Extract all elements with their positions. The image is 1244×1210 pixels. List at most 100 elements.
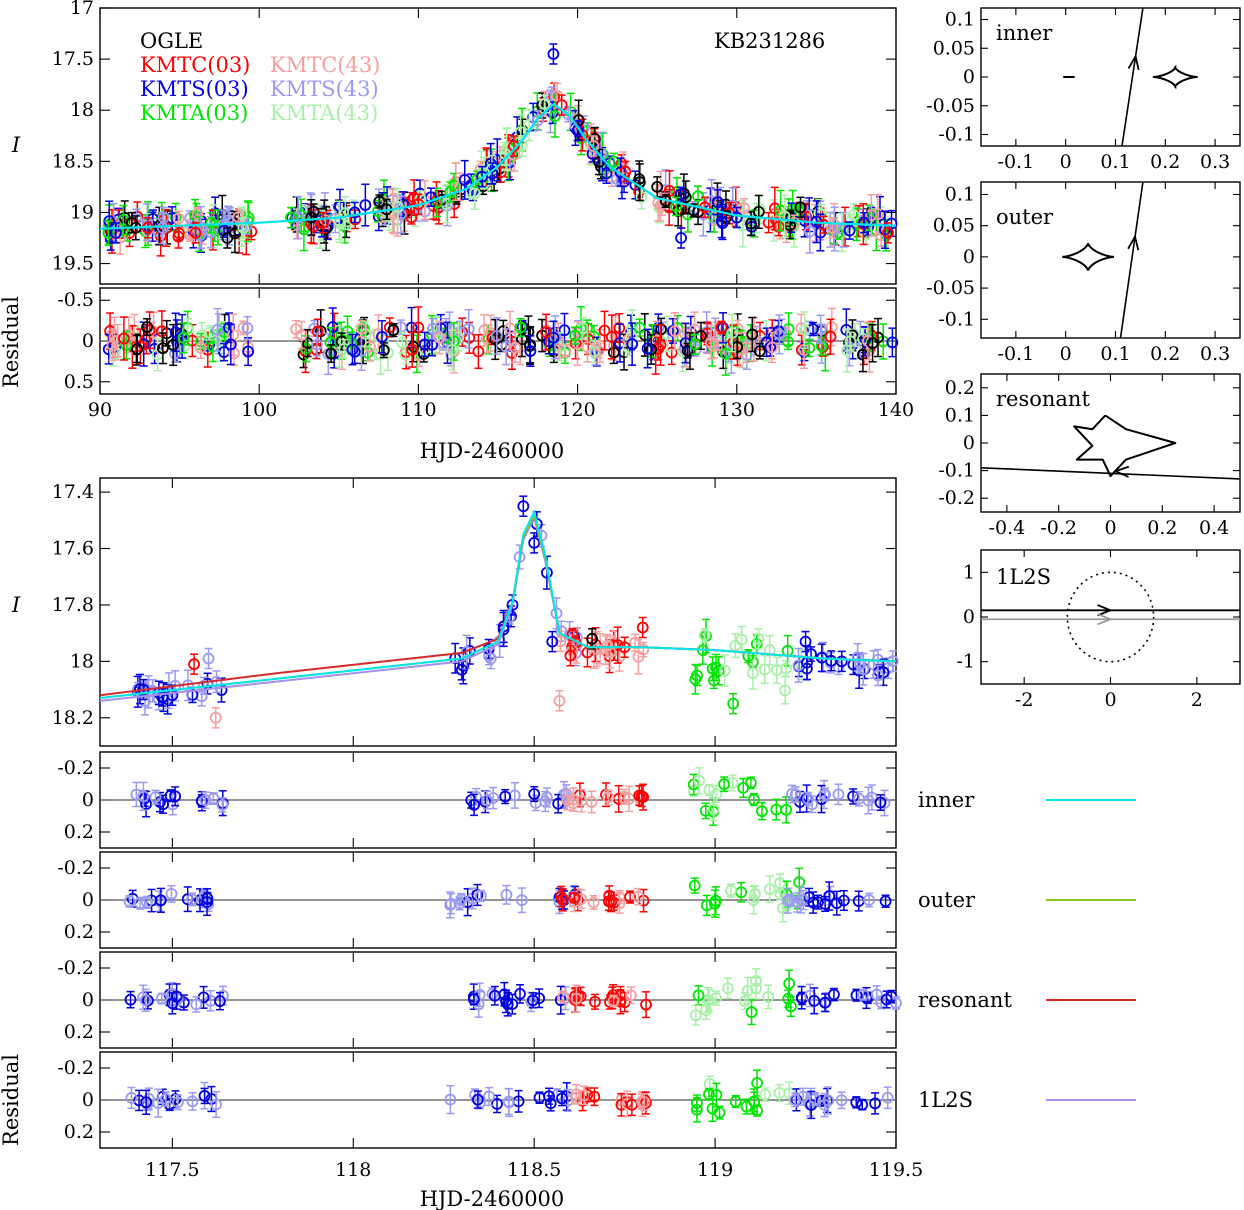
data-point (218, 224, 230, 237)
residual-point (177, 331, 190, 344)
residual-point (766, 341, 779, 354)
trajectory-arrow (1113, 465, 1130, 478)
zoom-lightcurve-panel: 17.4 17.6 17.8 18 18.2 (52, 477, 899, 747)
residual-point (444, 899, 457, 911)
x-tick-label: 119.5 (869, 1159, 923, 1181)
y-tick-label: 0.2 (64, 1121, 94, 1143)
residual-point (241, 322, 254, 334)
residual-point (186, 1095, 199, 1108)
residual-point (561, 794, 574, 807)
data-point (191, 208, 204, 221)
data-point (735, 633, 748, 646)
residual-point (703, 784, 716, 796)
y-tick-label: 0.05 (933, 37, 975, 59)
residual-point (137, 790, 150, 803)
x-tick-label: -2 (1015, 689, 1034, 711)
model-curve-inner (99, 102, 897, 230)
legend-label: OGLE (140, 29, 203, 53)
residual-point (819, 996, 831, 1009)
residual-point (171, 1096, 184, 1109)
residual-point (155, 325, 168, 338)
residual-point (718, 778, 731, 791)
residual-point (878, 797, 891, 809)
data-point (307, 205, 320, 218)
residual-point (701, 993, 714, 1006)
residual-point (623, 792, 636, 805)
residual-point (297, 348, 310, 361)
residual-point (141, 321, 153, 333)
residual-point (576, 322, 589, 335)
data-point (333, 214, 346, 227)
residual-point (194, 341, 207, 354)
data-point (727, 697, 740, 710)
residual-point (472, 345, 485, 358)
x-tick-label: 118 (335, 1159, 371, 1181)
legend-label: KMTS(43) (270, 77, 379, 101)
x-tick-label: 130 (719, 399, 755, 421)
data-point (708, 674, 720, 687)
y-tick-label: -0.2 (57, 757, 94, 779)
y-tick-label: 17.5 (52, 48, 94, 70)
y-tick-label: 0.2 (945, 377, 975, 399)
y-tick-label: 0.5 (64, 371, 94, 393)
data-point (730, 211, 743, 224)
residual-point (525, 996, 538, 1008)
residual-point (558, 324, 571, 337)
residual-point (167, 339, 180, 351)
residual-point (715, 321, 728, 334)
residual-point (516, 333, 528, 346)
source-trajectory (1119, 181, 1144, 339)
residual-point (490, 330, 503, 342)
data-point (651, 180, 664, 193)
residual-point (830, 897, 843, 910)
y-tick-label: 0 (82, 1089, 94, 1111)
residual-point (632, 890, 645, 903)
y-tick-label: 19 (70, 201, 94, 223)
data-point (637, 643, 650, 656)
residual-point (862, 794, 875, 807)
x-tick-label: 120 (559, 399, 595, 421)
legend-label: KMTC(43) (270, 53, 380, 77)
data-point (586, 632, 598, 645)
x-tick-label: 0 (1060, 343, 1072, 365)
x-tick-label: -0.2 (1040, 517, 1077, 539)
residual-point (824, 330, 837, 343)
data-point (458, 173, 471, 186)
residual-point (874, 796, 887, 809)
panel-title: outer (996, 205, 1054, 229)
residual-point (224, 338, 237, 351)
data-point (476, 170, 488, 183)
source-plane-1l2s-panel: -2 0 2 1 0 -1 1L2S (956, 549, 1241, 711)
residual-point (575, 893, 588, 905)
residual-point (807, 323, 819, 335)
residual-point (640, 998, 652, 1011)
y-tick-label: 0.05 (933, 215, 975, 237)
data-point (691, 669, 703, 682)
residual-point (815, 340, 828, 353)
y-tick-label: 17 (70, 0, 94, 19)
data-point (359, 199, 372, 211)
residual-point (791, 896, 804, 909)
residual-point (486, 987, 499, 1000)
residual-point (886, 336, 899, 349)
caustic-planetary (1152, 64, 1198, 90)
data-point (712, 664, 725, 677)
data-point (547, 48, 560, 60)
residual-point (786, 788, 798, 800)
data-point (538, 98, 551, 110)
caustic-outer-panel: -0.1 0 0.1 0.2 0.3 0.1 0.05 0 -0.05 -0.1 outer (926, 181, 1241, 365)
residual-point (626, 338, 639, 351)
panel-title: resonant (996, 387, 1090, 411)
residual-point (474, 889, 487, 902)
residual-point (335, 335, 348, 348)
panel-title: inner (996, 21, 1053, 45)
y-tick-label: -0.2 (938, 487, 975, 509)
panel-title: 1L2S (996, 565, 1051, 589)
data-point (484, 652, 497, 665)
residual-point (155, 992, 168, 1005)
data-point (172, 212, 185, 225)
residual-point (156, 342, 169, 355)
data-point (752, 632, 765, 645)
x-tick-label: 90 (88, 399, 112, 421)
residual-point (481, 794, 493, 807)
